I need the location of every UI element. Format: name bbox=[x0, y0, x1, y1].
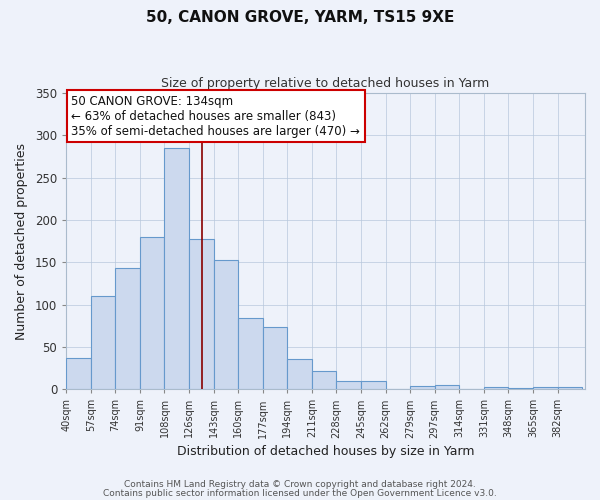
Bar bbox=[140, 237, 164, 389]
Bar bbox=[484, 386, 508, 389]
Bar bbox=[214, 260, 238, 389]
Text: 50, CANON GROVE, YARM, TS15 9XE: 50, CANON GROVE, YARM, TS15 9XE bbox=[146, 10, 454, 25]
Text: Contains HM Land Registry data © Crown copyright and database right 2024.: Contains HM Land Registry data © Crown c… bbox=[124, 480, 476, 489]
Bar bbox=[164, 148, 189, 389]
Bar bbox=[312, 372, 337, 389]
Bar bbox=[91, 296, 115, 389]
Bar bbox=[435, 385, 459, 389]
Text: Contains public sector information licensed under the Open Government Licence v3: Contains public sector information licen… bbox=[103, 488, 497, 498]
Bar bbox=[361, 380, 386, 389]
Text: 50 CANON GROVE: 134sqm
← 63% of detached houses are smaller (843)
35% of semi-de: 50 CANON GROVE: 134sqm ← 63% of detached… bbox=[71, 94, 360, 138]
Bar bbox=[557, 388, 582, 389]
Bar bbox=[115, 268, 140, 389]
Bar bbox=[508, 388, 533, 389]
Bar bbox=[238, 318, 263, 389]
Bar bbox=[66, 358, 91, 389]
Y-axis label: Number of detached properties: Number of detached properties bbox=[15, 142, 28, 340]
Title: Size of property relative to detached houses in Yarm: Size of property relative to detached ho… bbox=[161, 78, 490, 90]
Bar bbox=[410, 386, 435, 389]
Bar bbox=[337, 380, 361, 389]
X-axis label: Distribution of detached houses by size in Yarm: Distribution of detached houses by size … bbox=[177, 444, 475, 458]
Bar bbox=[189, 238, 214, 389]
Bar bbox=[263, 326, 287, 389]
Bar bbox=[533, 386, 557, 389]
Bar bbox=[287, 358, 312, 389]
